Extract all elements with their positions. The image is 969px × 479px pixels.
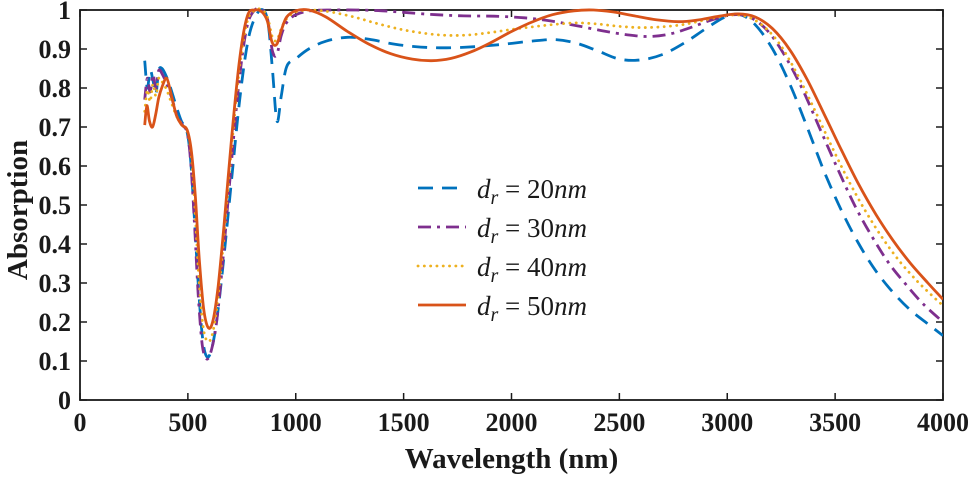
series-line-dr-50nm <box>143 8 943 330</box>
tick-marks <box>79 9 944 401</box>
series-line-dr-20nm <box>143 8 943 359</box>
svg-text:0.7: 0.7 <box>39 113 72 142</box>
svg-text:2500: 2500 <box>593 408 645 437</box>
svg-text:3000: 3000 <box>701 408 753 437</box>
legend-label-dr-20nm: dr = 20nm <box>477 174 587 209</box>
legend-label-dr-40nm: dr = 40nm <box>477 252 587 287</box>
svg-text:0.1: 0.1 <box>39 347 72 376</box>
svg-text:3500: 3500 <box>809 408 861 437</box>
svg-text:0.6: 0.6 <box>39 152 72 181</box>
legend: dr = 20nm dr = 30nm dr = 40nm dr = 50nm <box>416 174 587 326</box>
svg-text:1: 1 <box>58 0 71 25</box>
svg-text:0.4: 0.4 <box>39 230 72 259</box>
y-axis-label: Absorption <box>2 140 34 280</box>
legend-label-dr-50nm: dr = 50nm <box>477 291 587 326</box>
svg-text:4000: 4000 <box>917 408 969 437</box>
svg-text:0.8: 0.8 <box>39 74 72 103</box>
svg-text:0.9: 0.9 <box>39 35 72 64</box>
svg-text:1500: 1500 <box>378 408 430 437</box>
y-tick-labels: 0 0.1 0.2 0.3 0.4 0.5 0.6 0.7 0.8 0.9 1 <box>39 0 72 415</box>
legend-label-dr-30nm: dr = 30nm <box>477 213 587 248</box>
svg-text:500: 500 <box>168 408 207 437</box>
svg-text:1000: 1000 <box>270 408 322 437</box>
svg-text:2000: 2000 <box>486 408 538 437</box>
x-axis-label: Wavelength (nm) <box>405 443 618 475</box>
series-lines <box>143 7 943 361</box>
svg-text:0.5: 0.5 <box>39 191 72 220</box>
svg-text:0.2: 0.2 <box>39 308 72 337</box>
svg-text:0: 0 <box>58 386 71 415</box>
x-tick-labels: 0 500 1000 1500 2000 2500 3000 3500 4000 <box>74 408 969 437</box>
svg-text:0.3: 0.3 <box>39 269 72 298</box>
svg-text:0: 0 <box>74 408 87 437</box>
